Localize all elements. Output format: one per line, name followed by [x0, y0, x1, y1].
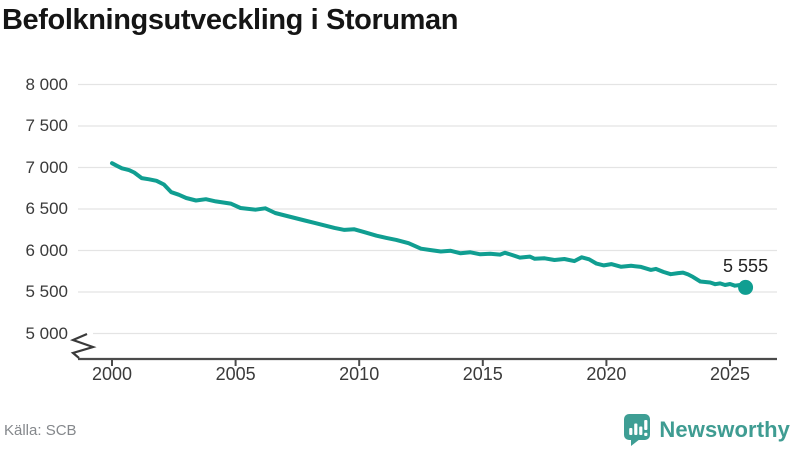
x-axis-tick-label: 2025 [709, 364, 751, 384]
y-axis-break-zigzag [69, 332, 97, 359]
y-axis-tick-label: 5 000 [25, 323, 68, 343]
population-line [110, 161, 748, 290]
newsworthy-logo-icon [624, 414, 651, 446]
x-axis-tick-label: 2000 [91, 364, 133, 384]
y-axis-tick-label: 6 500 [25, 199, 68, 218]
y-axis-tick-label: 7 500 [25, 116, 68, 135]
y-axis-tick-label: 7 000 [25, 157, 68, 177]
newsworthy-wordmark: Newsworthy [659, 417, 790, 442]
y-axis-tick-label: 5 500 [25, 282, 68, 301]
y-axis-tick-label: 8 000 [25, 74, 68, 94]
x-axis-tick-label: 2005 [215, 364, 256, 384]
x-axis-tickmarks [111, 359, 731, 366]
x-axis-tick-label: 2015 [462, 364, 503, 384]
source-note: Källa: SCB [4, 422, 77, 439]
gridlines [78, 83, 777, 335]
x-axis-tick-label: 2010 [339, 364, 380, 384]
newsworthy-branding: Newsworthy [624, 414, 790, 446]
latest-value-label: 5 555 [723, 256, 769, 277]
chart-title: Befolkningsutveckling i Storuman [2, 4, 459, 36]
y-axis-tick-label: 6 000 [25, 240, 68, 260]
x-axis-tick-label: 2020 [586, 364, 627, 384]
latest-value-dot [738, 279, 754, 295]
